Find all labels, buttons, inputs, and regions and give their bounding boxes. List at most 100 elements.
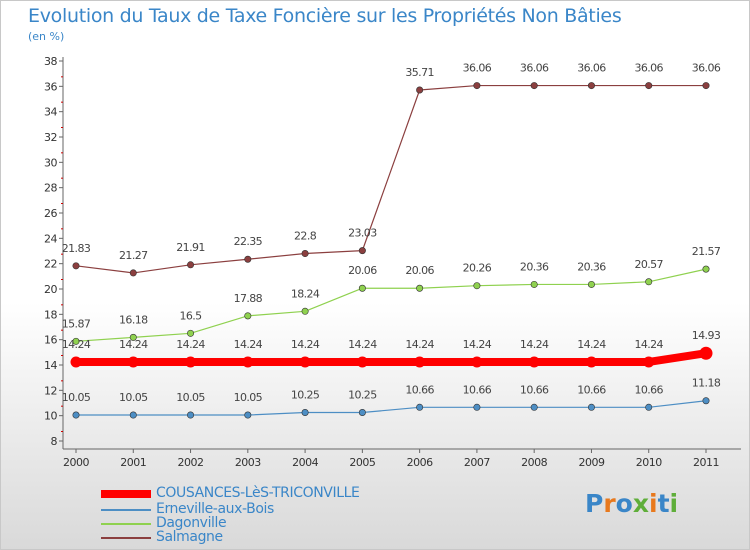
logo-letter: r bbox=[603, 489, 616, 518]
legend-label-erneville: Erneville-aux-Bois bbox=[156, 501, 274, 517]
data-point bbox=[129, 411, 137, 419]
data-point bbox=[645, 82, 653, 90]
data-point bbox=[244, 312, 252, 320]
data-label: 14.24 bbox=[291, 338, 320, 351]
data-label: 36.06 bbox=[692, 62, 721, 75]
data-point bbox=[72, 411, 80, 419]
data-label: 10.66 bbox=[634, 383, 663, 396]
data-label: 10.66 bbox=[577, 383, 606, 396]
x-tick-label: 2001 bbox=[120, 456, 146, 469]
x-tick-label: 2005 bbox=[349, 456, 375, 469]
data-label: 11.18 bbox=[692, 377, 721, 390]
data-point bbox=[702, 265, 710, 273]
data-point bbox=[72, 337, 80, 345]
data-label: 35.71 bbox=[405, 66, 434, 79]
data-point bbox=[702, 397, 710, 405]
y-tick-label: 8 bbox=[51, 435, 58, 448]
data-label: 14.24 bbox=[348, 338, 377, 351]
legend-swatch-erneville bbox=[101, 509, 151, 511]
data-label: 22.8 bbox=[294, 230, 317, 243]
data-point bbox=[416, 86, 424, 94]
data-point bbox=[301, 408, 309, 416]
data-label: 16.5 bbox=[179, 309, 202, 322]
y-tick-label: 26 bbox=[44, 207, 57, 220]
data-point bbox=[473, 282, 481, 290]
data-point bbox=[473, 403, 481, 411]
data-point bbox=[702, 82, 710, 90]
logo-letter: i bbox=[649, 489, 658, 518]
y-tick-label: 18 bbox=[44, 308, 57, 321]
legend-label-cousances: COUSANCES-LèS-TRICONVILLE bbox=[156, 485, 360, 501]
data-point bbox=[356, 356, 368, 368]
y-tick-label: 24 bbox=[44, 232, 57, 245]
data-point bbox=[528, 356, 540, 368]
x-tick-label: 2007 bbox=[464, 456, 490, 469]
data-point bbox=[585, 356, 597, 368]
data-point bbox=[414, 356, 426, 368]
data-point bbox=[72, 262, 80, 270]
data-label: 10.05 bbox=[234, 391, 263, 404]
legend-label-salmagne: Salmagne bbox=[156, 529, 223, 545]
x-tick-label: 2002 bbox=[178, 456, 204, 469]
data-label: 10.66 bbox=[520, 383, 549, 396]
data-point bbox=[416, 403, 424, 411]
data-point bbox=[471, 356, 483, 368]
y-tick-label: 32 bbox=[44, 131, 57, 144]
data-label: 14.24 bbox=[119, 338, 148, 351]
y-axis-unit-label: (en %) bbox=[28, 30, 65, 43]
data-point bbox=[587, 280, 595, 288]
data-label: 36.06 bbox=[577, 62, 606, 75]
data-point bbox=[587, 82, 595, 90]
data-label: 14.24 bbox=[463, 338, 492, 351]
data-label: 16.18 bbox=[119, 313, 148, 326]
y-tick-label: 16 bbox=[44, 334, 57, 347]
logo-letter: x bbox=[632, 489, 649, 518]
data-point bbox=[299, 356, 311, 368]
data-label: 14.24 bbox=[634, 338, 663, 351]
data-label: 14.24 bbox=[520, 338, 549, 351]
data-label: 14.24 bbox=[62, 338, 91, 351]
data-point bbox=[244, 411, 252, 419]
data-label: 36.06 bbox=[634, 62, 663, 75]
data-label: 10.66 bbox=[463, 383, 492, 396]
legend-swatch-dagonville bbox=[101, 523, 151, 525]
data-label: 36.06 bbox=[520, 62, 549, 75]
series-line-0 bbox=[72, 349, 710, 366]
data-label: 10.05 bbox=[62, 391, 91, 404]
data-point bbox=[530, 280, 538, 288]
series-line-3 bbox=[75, 84, 707, 274]
y-tick-label: 28 bbox=[44, 182, 57, 195]
x-tick-label: 2010 bbox=[636, 456, 662, 469]
logo-letter: i bbox=[669, 489, 679, 518]
data-point bbox=[699, 346, 713, 360]
x-tick-label: 2006 bbox=[407, 456, 433, 469]
legend-swatch-cousances bbox=[101, 490, 151, 498]
legend-swatch-salmagne bbox=[101, 537, 151, 539]
data-label: 10.25 bbox=[348, 389, 377, 402]
x-tick-label: 2004 bbox=[292, 456, 318, 469]
data-point bbox=[187, 411, 195, 419]
data-point bbox=[129, 269, 137, 277]
data-point bbox=[242, 356, 254, 368]
data-point bbox=[473, 82, 481, 90]
data-label: 20.57 bbox=[634, 258, 663, 271]
data-label: 22.35 bbox=[234, 235, 263, 248]
data-point bbox=[416, 284, 424, 292]
data-label: 36.06 bbox=[463, 62, 492, 75]
legend-item-cousances: COUSANCES-LèS-TRICONVILLE bbox=[101, 485, 421, 502]
data-label: 21.83 bbox=[62, 242, 91, 255]
data-label: 21.91 bbox=[176, 241, 205, 254]
data-label: 20.36 bbox=[520, 260, 549, 273]
data-point bbox=[587, 403, 595, 411]
logo-letter: P bbox=[585, 489, 604, 518]
data-point bbox=[645, 278, 653, 286]
data-label: 21.27 bbox=[119, 249, 148, 262]
data-point bbox=[127, 356, 139, 368]
data-point bbox=[645, 403, 653, 411]
y-tick-label: 14 bbox=[44, 359, 57, 372]
y-tick-label: 12 bbox=[44, 384, 57, 397]
y-tick-label: 22 bbox=[44, 258, 57, 271]
data-point bbox=[530, 403, 538, 411]
